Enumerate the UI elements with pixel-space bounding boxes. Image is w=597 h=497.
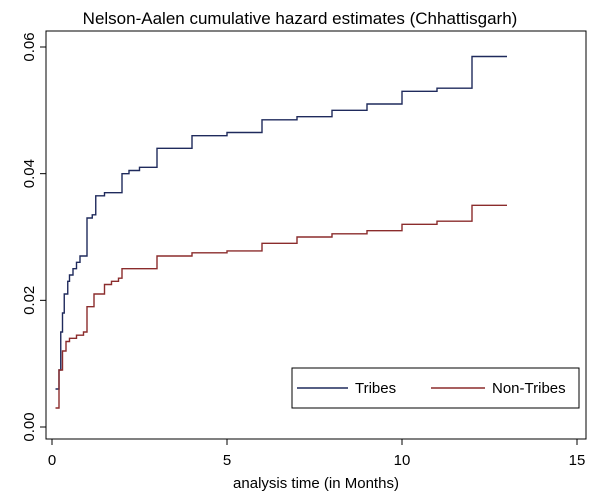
- y-tick-label: 0.00: [21, 412, 38, 441]
- series-line-non-tribes: [55, 204, 507, 409]
- x-tick-label: 0: [48, 452, 56, 469]
- plot-area: 0 5 10 15 0.00 0.02 0.04 0.06 Tribes Non-Tribes: [21, 30, 587, 469]
- y-tick-label: 0.02: [21, 286, 38, 315]
- series-line-tribes: [55, 55, 507, 390]
- x-axis-label: analysis time (in Months): [233, 475, 399, 492]
- legend-label: Non-Tribes: [492, 380, 566, 397]
- x-tick-label: 15: [569, 452, 586, 469]
- x-tick-label: 10: [394, 452, 411, 469]
- x-tick-label: 5: [223, 452, 231, 469]
- chart-title: Nelson-Aalen cumulative hazard estimates…: [83, 9, 518, 28]
- legend-label: Tribes: [355, 380, 396, 397]
- y-tick-label: 0.06: [21, 32, 38, 61]
- plot-frame: [45, 30, 587, 440]
- y-tick-label: 0.04: [21, 159, 38, 188]
